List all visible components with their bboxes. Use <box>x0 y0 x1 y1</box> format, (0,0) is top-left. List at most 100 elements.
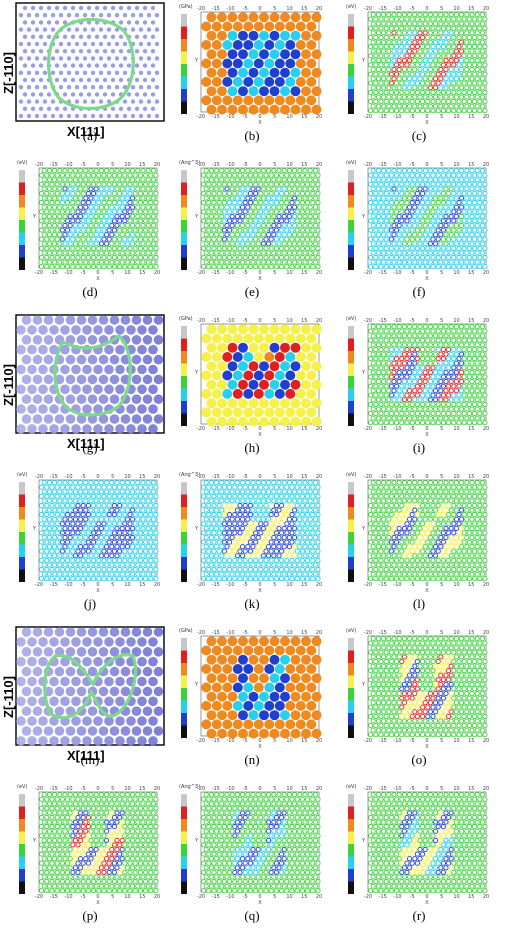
atom-site <box>302 213 308 219</box>
atom-site <box>443 489 449 495</box>
atom <box>94 5 100 11</box>
x-tick-label-top: 15 <box>139 162 145 168</box>
atom-site <box>446 181 452 187</box>
atom-site <box>39 264 45 270</box>
atom-site <box>227 227 233 233</box>
atom-site <box>232 484 238 490</box>
atom-site <box>80 548 86 554</box>
atom <box>118 20 124 25</box>
atom-site <box>474 378 480 385</box>
atom-site <box>414 62 420 68</box>
atom-site <box>276 177 282 183</box>
atom <box>65 414 76 424</box>
atom-site <box>111 236 117 242</box>
atom-site <box>373 190 379 197</box>
atom <box>118 63 124 68</box>
atom-site <box>122 566 128 573</box>
atom-site <box>417 553 423 559</box>
atom-site <box>368 181 374 187</box>
atom-site <box>368 71 374 77</box>
atom-site <box>211 539 217 545</box>
atom-site <box>443 516 449 522</box>
atom-site <box>375 534 381 541</box>
atom-site <box>75 557 81 563</box>
x-tick-label-top: 5 <box>273 474 276 480</box>
atom-site <box>268 530 274 536</box>
atom-site <box>472 337 478 343</box>
atom-site <box>370 204 376 210</box>
atom-site <box>135 553 141 559</box>
atom-site <box>453 12 459 18</box>
atom-site <box>93 525 99 531</box>
atom-site <box>243 95 254 106</box>
colorbar-segment <box>19 544 25 557</box>
atom-site <box>238 86 248 97</box>
atom-site <box>274 40 285 50</box>
atom-site <box>399 209 405 215</box>
atom-site <box>388 346 394 353</box>
atom-site <box>425 264 431 270</box>
atom-site <box>281 232 287 238</box>
atom-site <box>214 241 220 247</box>
atom <box>71 637 81 647</box>
atom <box>142 92 148 97</box>
atom-site <box>140 186 146 192</box>
atom-site <box>39 200 45 206</box>
atom-site <box>482 218 488 224</box>
atom-site <box>409 89 415 95</box>
atom-site <box>203 516 209 522</box>
atom-site <box>258 576 264 582</box>
x-tick-label: 10 <box>453 582 459 588</box>
atom-site <box>240 525 246 531</box>
atom-site <box>435 374 441 380</box>
atom-site <box>456 576 462 582</box>
atom-site <box>208 544 214 550</box>
atom-site <box>427 525 433 531</box>
atom-site <box>479 76 485 82</box>
atom-site <box>378 62 384 68</box>
atom-site <box>440 254 446 261</box>
atom-site <box>420 200 426 206</box>
atom-site <box>248 67 259 78</box>
atom-site <box>401 250 407 256</box>
atom-site <box>96 190 102 197</box>
atom-site <box>253 245 259 251</box>
atom-site <box>446 337 452 343</box>
atom-site <box>381 213 387 219</box>
atom-site <box>461 401 467 407</box>
atom-site <box>370 378 376 385</box>
atom-site <box>435 484 441 490</box>
atom-site <box>310 530 316 536</box>
atom-site <box>85 539 91 545</box>
atom-site <box>54 548 60 554</box>
atom-site <box>276 232 282 238</box>
atom-site <box>472 493 478 499</box>
atom-site <box>268 566 274 573</box>
atom <box>26 27 32 32</box>
atom-site <box>412 360 418 366</box>
atom-site <box>67 232 73 238</box>
atom-site <box>80 172 86 178</box>
atom <box>87 394 98 404</box>
atom-site <box>420 346 426 353</box>
atom-site <box>292 534 298 541</box>
atom <box>138 85 144 90</box>
atom-site <box>247 227 253 233</box>
atom-site <box>281 507 287 513</box>
x-tick-label-top: -10 <box>226 162 234 168</box>
atom-site <box>238 379 248 390</box>
atom-site <box>368 420 374 426</box>
atom-site <box>145 168 151 174</box>
atom-site <box>137 245 143 251</box>
atom-site <box>284 209 290 215</box>
atom-site <box>456 181 462 187</box>
atom-site <box>150 241 156 247</box>
atom-site <box>461 521 467 527</box>
panel-j: -20 -20 -15 -15 -10 -10 -5 -5 0 0 5 5 10 10 15 15 20 20 X Y… <box>15 470 165 594</box>
atom-site <box>388 236 394 242</box>
atom-site <box>127 200 133 206</box>
atom-site <box>438 177 444 183</box>
atom-site <box>315 530 321 536</box>
atom-site <box>75 218 81 224</box>
